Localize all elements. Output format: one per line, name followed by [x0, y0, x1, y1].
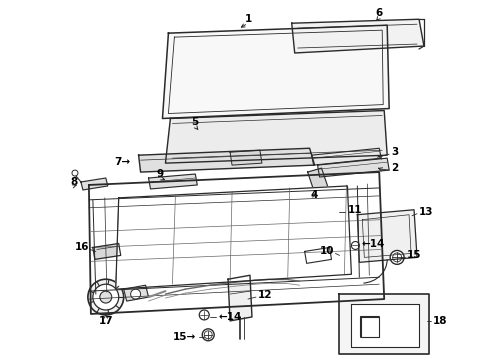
Polygon shape: [230, 150, 262, 165]
Circle shape: [100, 291, 112, 303]
Polygon shape: [148, 174, 197, 189]
Polygon shape: [304, 247, 331, 264]
Text: 10: 10: [319, 247, 334, 256]
Polygon shape: [138, 148, 314, 172]
Circle shape: [310, 251, 318, 260]
Circle shape: [88, 279, 123, 315]
Circle shape: [72, 170, 78, 176]
Text: 9: 9: [157, 169, 163, 179]
Polygon shape: [357, 210, 416, 262]
Polygon shape: [339, 294, 428, 354]
Text: 13: 13: [418, 207, 433, 217]
Polygon shape: [317, 158, 388, 177]
Circle shape: [389, 251, 403, 264]
Polygon shape: [81, 178, 107, 190]
Text: 3: 3: [390, 147, 398, 157]
Text: 8: 8: [70, 177, 78, 187]
Text: 2: 2: [390, 163, 398, 173]
Text: 11: 11: [346, 205, 361, 215]
Text: 15→: 15→: [173, 332, 196, 342]
Text: 18: 18: [432, 316, 447, 326]
Text: 1: 1: [244, 14, 251, 24]
Circle shape: [351, 242, 359, 249]
Circle shape: [130, 289, 141, 299]
Polygon shape: [93, 243, 121, 260]
Text: ←14: ←14: [361, 239, 384, 248]
Text: 7→: 7→: [114, 157, 130, 167]
Polygon shape: [123, 285, 148, 301]
Circle shape: [332, 205, 342, 215]
Polygon shape: [162, 25, 388, 118]
Circle shape: [199, 310, 209, 320]
Text: 17: 17: [98, 316, 113, 326]
Polygon shape: [311, 148, 381, 165]
Text: 4: 4: [310, 190, 318, 200]
Circle shape: [392, 253, 401, 262]
Polygon shape: [351, 304, 418, 347]
Text: 6: 6: [375, 8, 382, 18]
Text: 12: 12: [257, 290, 272, 300]
Polygon shape: [116, 186, 351, 289]
Text: ←14: ←14: [218, 312, 241, 322]
Circle shape: [202, 329, 214, 341]
Polygon shape: [227, 275, 251, 321]
Polygon shape: [307, 168, 329, 196]
Text: 15: 15: [406, 251, 421, 260]
Circle shape: [204, 331, 212, 339]
Circle shape: [334, 207, 340, 213]
Polygon shape: [165, 111, 386, 163]
Circle shape: [93, 284, 119, 310]
Text: 5: 5: [191, 117, 199, 127]
Text: 16: 16: [74, 243, 89, 252]
Polygon shape: [291, 19, 423, 53]
